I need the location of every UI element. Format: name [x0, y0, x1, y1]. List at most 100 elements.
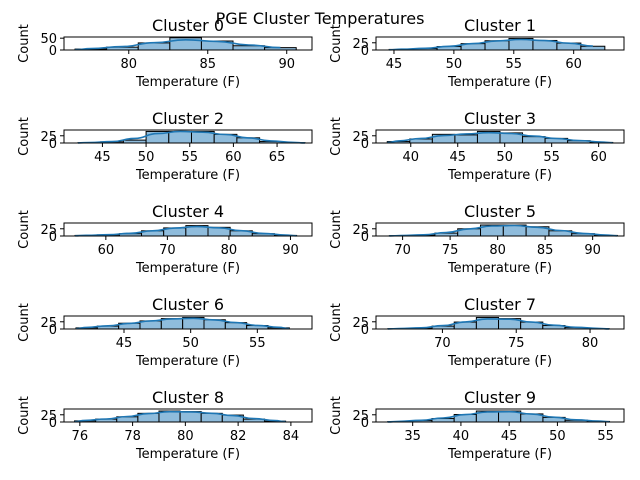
x-tick-label: 82	[230, 429, 247, 444]
panel-cluster-6: Cluster 6 45 50 55 025 Temperature (F) Count	[17, 295, 313, 369]
histogram-bar	[522, 136, 546, 144]
y-tick-label: 25	[352, 37, 369, 52]
y-tick-label: 25	[352, 223, 369, 238]
x-tick-label: 78	[124, 429, 141, 444]
y-tick-label: 25	[40, 223, 57, 238]
x-axis-label: Temperature (F)	[135, 168, 240, 183]
panel-cluster-2: Cluster 2 45 50 55 60 65 025 Temperature (F) Cou…	[17, 109, 313, 183]
y-axis-label: Count	[329, 24, 344, 63]
density-curve	[74, 410, 286, 423]
y-tick-label: 50	[40, 32, 57, 47]
x-tick-label: 90	[584, 243, 601, 258]
density-curve	[75, 225, 297, 237]
x-tick-label: 50	[182, 336, 199, 351]
x-axis-label: Temperature (F)	[135, 75, 240, 90]
x-axis-label: Temperature (F)	[447, 261, 552, 276]
panel-cluster-8: Cluster 8 76 78 80 82 84 025 Temperature (F) Cou…	[17, 388, 313, 462]
x-tick-label: 80	[489, 243, 506, 258]
axes-frame	[375, 222, 625, 237]
y-tick-label: 0	[361, 137, 369, 152]
y-axis-label: Count	[329, 210, 344, 249]
x-tick-label: 50	[446, 57, 463, 72]
panel-cluster-4: Cluster 4 60 70 80 90 025 Temperature (F) Count	[17, 202, 313, 276]
x-tick-label: 80	[120, 57, 137, 72]
axes-frame	[375, 36, 625, 51]
density-curve	[77, 130, 306, 144]
panel-cluster-1: Cluster 1 45 50 55 60 025 Temperature (F) Count	[329, 16, 625, 90]
x-axis-label: Temperature (F)	[135, 447, 240, 462]
panel-title: Cluster 7	[464, 295, 536, 314]
x-axis-label: Temperature (F)	[447, 75, 552, 90]
x-tick-label: 85	[537, 243, 554, 258]
y-tick-label: 25	[352, 130, 369, 145]
panel-title: Cluster 8	[152, 388, 224, 407]
y-tick-label: 25	[40, 316, 57, 331]
x-tick-label: 90	[278, 57, 295, 72]
x-tick-label: 55	[597, 429, 614, 444]
density-curve	[75, 317, 290, 330]
panel-title: Cluster 3	[464, 109, 536, 128]
panel-title: Cluster 0	[152, 16, 224, 35]
y-axis-label: Count	[17, 303, 32, 342]
x-tick-label: 55	[181, 150, 198, 165]
panel-title: Cluster 9	[464, 388, 536, 407]
x-tick-label: 45	[94, 150, 111, 165]
x-tick-label: 60	[98, 243, 115, 258]
x-axis-label: Temperature (F)	[447, 168, 552, 183]
panel-title: Cluster 1	[464, 16, 536, 35]
y-axis-label: Count	[17, 210, 32, 249]
axes-frame	[63, 315, 313, 330]
axes-frame	[375, 408, 625, 423]
axes-frame	[375, 129, 625, 144]
x-tick-label: 55	[506, 57, 523, 72]
y-tick-label: 25	[40, 409, 57, 424]
axes-frame	[63, 36, 313, 51]
x-tick-label: 80	[177, 429, 194, 444]
panel-title: Cluster 4	[152, 202, 224, 221]
y-axis-label: Count	[329, 303, 344, 342]
x-tick-label: 70	[159, 243, 176, 258]
y-tick-label: 0	[361, 323, 369, 338]
x-tick-label: 45	[501, 429, 518, 444]
axes-frame	[63, 129, 313, 144]
panel-cluster-9: Cluster 9 35 40 45 50 55 025 Temperature (F) Cou…	[329, 388, 625, 462]
y-tick-label: 25	[40, 130, 57, 145]
y-axis-label: Count	[329, 117, 344, 156]
axes-frame	[63, 408, 313, 423]
y-tick-label: 25	[352, 409, 369, 424]
y-tick-label: 0	[49, 137, 57, 152]
density-curve	[389, 38, 593, 51]
x-tick-label: 45	[449, 150, 466, 165]
density-curve	[387, 410, 610, 423]
y-tick-label: 0	[49, 416, 57, 431]
x-tick-label: 75	[508, 336, 525, 351]
x-tick-label: 84	[283, 429, 300, 444]
y-tick-label: 0	[49, 323, 57, 338]
y-tick-label: 0	[361, 230, 369, 245]
x-axis-label: Temperature (F)	[447, 447, 552, 462]
axes-frame	[63, 222, 313, 237]
y-axis-label: Count	[17, 24, 32, 63]
density-curve	[387, 318, 610, 330]
y-axis-label: Count	[329, 396, 344, 435]
histogram-bar	[580, 45, 606, 51]
y-tick-label: 0	[361, 44, 369, 59]
x-tick-label: 70	[394, 243, 411, 258]
x-axis-label: Temperature (F)	[447, 354, 552, 369]
x-tick-label: 40	[402, 150, 419, 165]
x-tick-label: 60	[590, 150, 607, 165]
y-tick-label: 0	[49, 44, 57, 59]
histogram-bar	[454, 134, 478, 144]
x-tick-label: 60	[225, 150, 242, 165]
histogram-bar	[179, 411, 202, 423]
x-tick-label: 76	[72, 429, 89, 444]
y-tick-label: 0	[49, 230, 57, 245]
x-tick-label: 75	[442, 243, 459, 258]
y-axis-label: Count	[17, 396, 32, 435]
x-tick-label: 50	[549, 429, 566, 444]
density-curve	[75, 38, 281, 51]
density-curve	[387, 131, 613, 144]
panel-cluster-7: Cluster 7 70 75 80 025 Temperature (F) Count	[329, 295, 625, 369]
x-tick-label: 85	[199, 57, 216, 72]
histogram-bar	[168, 130, 192, 144]
